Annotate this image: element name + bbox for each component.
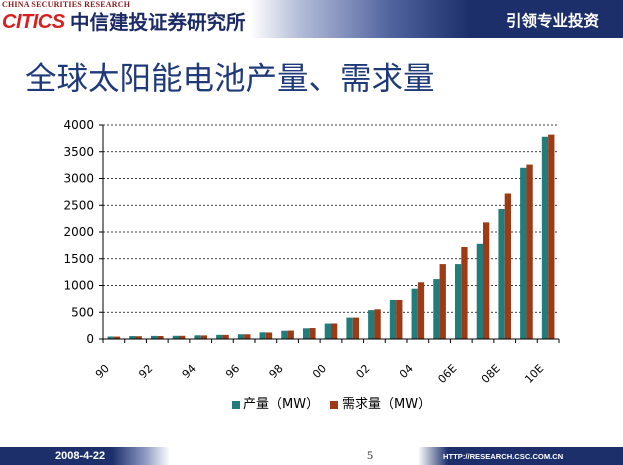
bar-demand <box>179 335 186 339</box>
legend-swatch-demand <box>330 401 338 409</box>
bar-demand <box>244 334 251 339</box>
x-tick-label: 94 <box>180 362 199 381</box>
bar-demand <box>309 328 316 339</box>
bar-production <box>368 310 375 339</box>
bar-production <box>302 328 310 339</box>
bar-demand <box>526 164 533 339</box>
bar-demand <box>265 332 273 339</box>
x-tick-label: 90 <box>93 362 112 381</box>
page-number: 5 <box>367 448 373 462</box>
bar-production <box>237 334 245 339</box>
bar-demand <box>222 334 229 339</box>
x-tick-label: 02 <box>353 362 372 381</box>
bar-production <box>281 330 288 339</box>
slide-title: 全球太阳能电池产量、需求量 <box>25 61 435 97</box>
bar-demand <box>548 134 555 339</box>
bar-demand <box>113 336 121 339</box>
org-name: 中信建投证券研究所 <box>70 11 246 34</box>
bar-demand <box>417 282 425 339</box>
legend-swatch-production <box>232 401 240 409</box>
x-tick-label: 04 <box>397 362 416 381</box>
y-tick-label: 0 <box>86 332 94 346</box>
bar-production <box>541 136 549 339</box>
bar-demand <box>331 323 338 339</box>
y-tick-label: 1500 <box>63 252 94 266</box>
y-tick-label: 2500 <box>63 198 94 212</box>
header-slogan: 引领专业投资 <box>506 12 600 30</box>
footer-url-band <box>418 447 623 465</box>
bar-production <box>433 279 440 339</box>
x-tick-label: 96 <box>223 362 242 381</box>
bar-production <box>476 243 483 339</box>
bar-production <box>216 334 223 339</box>
y-tick-label: 4000 <box>63 118 94 132</box>
bar-production <box>259 332 266 339</box>
bar-production <box>520 167 527 339</box>
bar-demand <box>439 264 446 339</box>
bar-production <box>150 335 158 339</box>
bar-production <box>498 208 505 339</box>
bar-demand <box>352 317 360 339</box>
x-tick-label: 98 <box>267 362 286 381</box>
x-tick-label: 00 <box>310 362 329 381</box>
footer-date-band <box>0 447 170 465</box>
bar-production <box>411 288 418 339</box>
bar-production <box>107 336 114 339</box>
bar-demand <box>287 330 294 339</box>
bar-production <box>324 323 331 339</box>
x-tick-label: 08E <box>479 362 503 386</box>
bar-production <box>454 264 462 339</box>
bar-demand <box>374 309 381 339</box>
logo-text: CITICS <box>2 11 65 33</box>
bar-production <box>129 336 136 339</box>
bar-demand <box>461 246 468 339</box>
y-tick-label: 500 <box>71 305 94 319</box>
bar-demand <box>483 222 490 339</box>
bar-production <box>172 335 179 339</box>
bar-chart: 0 500 1000 1500 2000 2500 3000 3500 4000 90 92 94 96… <box>63 118 560 386</box>
x-tick-label: 10E <box>522 362 546 386</box>
bar-demand <box>135 336 142 339</box>
y-tick-label: 2000 <box>63 225 94 239</box>
bar-production <box>346 317 353 339</box>
bar-demand <box>157 336 164 339</box>
bar-production <box>194 335 201 339</box>
x-tick-label: 92 <box>136 362 155 381</box>
bar-production <box>389 299 397 339</box>
footer-url: HTTP://RESEARCH.CSC.COM.CN <box>443 452 564 461</box>
header-tagline: CHINA SECURITIES RESEARCH <box>2 0 131 9</box>
bar-demand <box>200 335 208 339</box>
footer-date: 2008-4-22 <box>55 450 106 462</box>
legend-label-demand: 需求量（MW） <box>342 397 432 412</box>
y-tick-label: 3500 <box>63 145 94 159</box>
header-bar <box>0 0 623 38</box>
x-tick-label: 06E <box>435 362 459 386</box>
bar-demand <box>504 193 512 339</box>
bar-demand <box>396 299 403 339</box>
y-tick-label: 1000 <box>63 279 94 293</box>
legend-label-production: 产量（MW） <box>243 397 320 412</box>
y-tick-label: 3000 <box>63 172 94 186</box>
